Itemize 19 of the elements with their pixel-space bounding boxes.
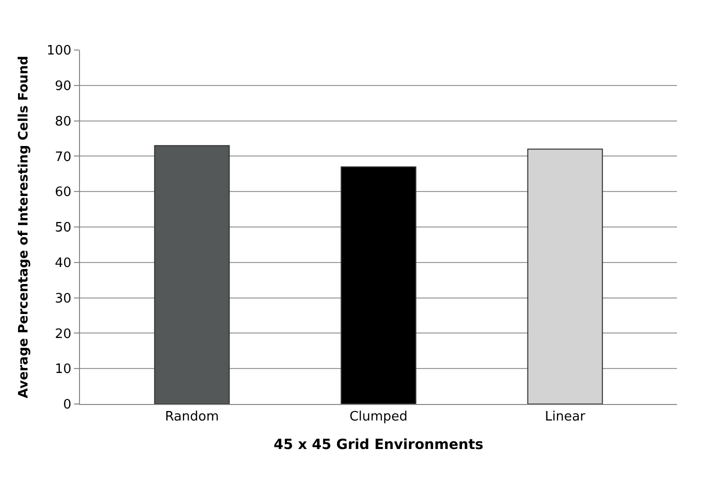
x-tick-label: Clumped (349, 410, 408, 425)
bar (340, 166, 416, 404)
x-tick-label: Random (165, 410, 219, 425)
y-tick-label: 50 (54, 220, 72, 236)
y-tick-label: 80 (54, 114, 72, 130)
y-tick-label: 30 (54, 291, 72, 306)
x-tick-label: Linear (544, 410, 586, 425)
y-tick-label: 0 (63, 398, 72, 413)
y-tick-label: 70 (54, 150, 72, 165)
bar (154, 145, 230, 404)
y-tick-label: 60 (54, 185, 72, 200)
y-tick-label: 100 (46, 44, 72, 59)
y-tick-label: 40 (54, 256, 72, 271)
y-tick-label: 10 (54, 362, 72, 378)
bar (527, 148, 603, 404)
y-axis-title: Average Percentage of Interesting Cells Found (16, 56, 32, 398)
y-tick-label: 90 (54, 78, 72, 94)
x-axis-title: 45 x 45 Grid Environments (274, 436, 484, 453)
y-tick-label: 20 (54, 326, 72, 342)
